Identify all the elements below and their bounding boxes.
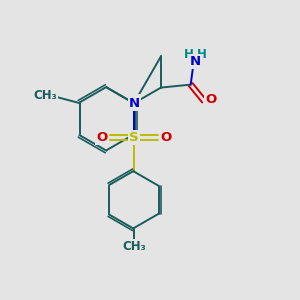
Text: N: N [190,55,201,68]
Text: S: S [129,131,139,144]
Text: O: O [160,131,171,144]
Text: O: O [129,95,140,108]
Text: H: H [197,48,207,62]
Text: CH₃: CH₃ [33,89,57,102]
Text: CH₃: CH₃ [122,240,146,253]
Text: H: H [184,48,194,62]
Text: N: N [129,97,140,110]
Text: O: O [97,131,108,144]
Text: O: O [205,93,216,106]
